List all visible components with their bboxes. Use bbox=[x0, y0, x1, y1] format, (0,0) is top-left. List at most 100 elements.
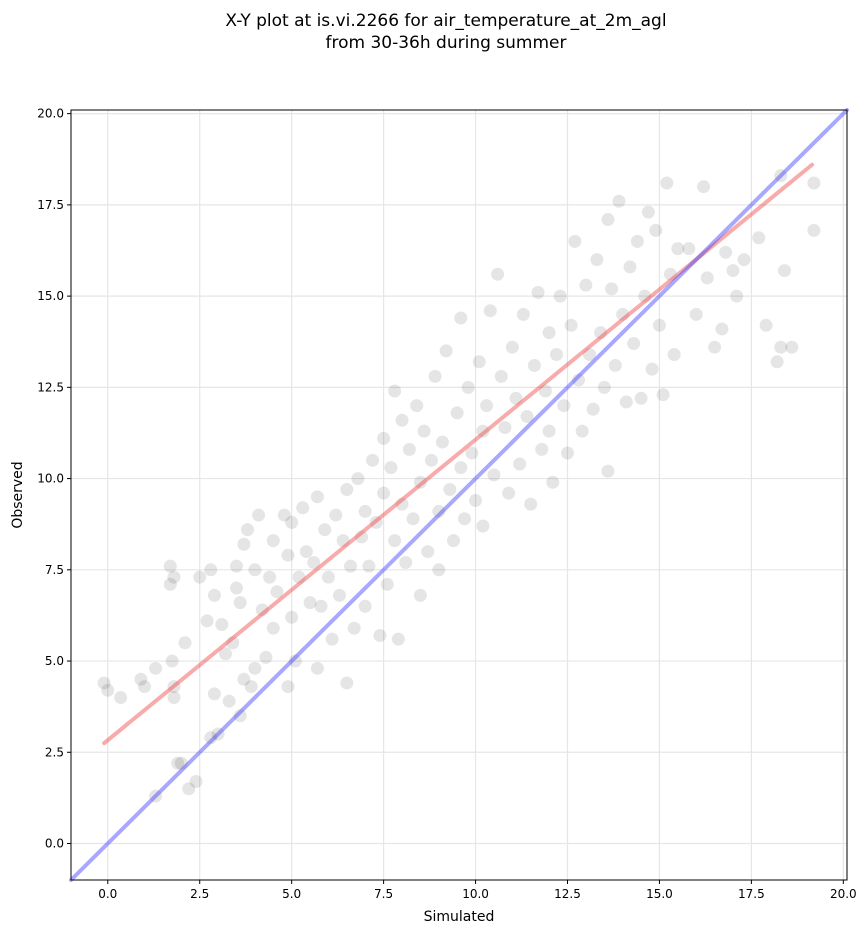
data-point bbox=[218, 647, 232, 661]
data-point bbox=[395, 497, 409, 511]
data-point bbox=[660, 176, 674, 190]
data-point bbox=[483, 304, 497, 318]
data-point bbox=[777, 264, 791, 278]
y-tick-label: 15.0 bbox=[37, 289, 64, 303]
data-point bbox=[285, 515, 299, 529]
x-tick-label: 20.0 bbox=[830, 887, 857, 901]
data-point bbox=[200, 614, 214, 628]
data-point bbox=[215, 618, 229, 632]
data-point bbox=[663, 267, 677, 281]
data-point bbox=[303, 596, 317, 610]
data-point bbox=[612, 194, 626, 208]
data-point bbox=[307, 556, 321, 570]
data-point bbox=[233, 596, 247, 610]
data-point bbox=[752, 231, 766, 245]
data-point bbox=[469, 493, 483, 507]
data-point bbox=[174, 756, 188, 770]
data-point bbox=[774, 169, 788, 183]
y-axis-ticks: 0.0 2.5 5.0 7.5 10.0 12.5 15.0 17.5 20.0 bbox=[37, 107, 71, 851]
data-point bbox=[171, 756, 185, 770]
data-point bbox=[645, 362, 659, 376]
data-point bbox=[380, 577, 394, 591]
data-point bbox=[263, 570, 277, 584]
data-point bbox=[432, 504, 446, 518]
fit-lines bbox=[69, 108, 849, 882]
data-point bbox=[259, 650, 273, 664]
data-point bbox=[277, 508, 291, 522]
data-point bbox=[524, 497, 538, 511]
data-point bbox=[310, 661, 324, 675]
data-point bbox=[807, 176, 821, 190]
data-point bbox=[281, 680, 295, 694]
data-point bbox=[619, 395, 633, 409]
x-axis-label: Simulated bbox=[424, 909, 495, 925]
data-point bbox=[652, 318, 666, 332]
data-point bbox=[590, 253, 604, 267]
data-point bbox=[266, 621, 280, 635]
data-point bbox=[410, 399, 424, 413]
data-point bbox=[299, 545, 313, 559]
data-point bbox=[281, 548, 295, 562]
data-point bbox=[667, 348, 681, 362]
y-tick-label: 5.0 bbox=[45, 654, 64, 668]
data-point bbox=[165, 654, 179, 668]
regression-line bbox=[102, 162, 815, 746]
data-point bbox=[314, 599, 328, 613]
data-point bbox=[435, 435, 449, 449]
data-point bbox=[377, 431, 391, 445]
data-point bbox=[101, 683, 115, 697]
data-point bbox=[229, 559, 243, 573]
data-point bbox=[538, 384, 552, 398]
data-point bbox=[638, 289, 652, 303]
data-point bbox=[634, 391, 648, 405]
y-tick-label: 17.5 bbox=[37, 198, 64, 212]
data-point bbox=[413, 588, 427, 602]
data-point bbox=[719, 245, 733, 259]
data-point bbox=[244, 680, 258, 694]
data-point bbox=[344, 559, 358, 573]
data-point bbox=[689, 307, 703, 321]
data-point bbox=[807, 223, 821, 237]
data-point bbox=[384, 461, 398, 475]
data-point bbox=[369, 515, 383, 529]
data-point bbox=[296, 501, 310, 515]
data-point bbox=[454, 461, 468, 475]
data-point bbox=[531, 285, 545, 299]
data-point bbox=[630, 234, 644, 248]
data-point bbox=[726, 264, 740, 278]
data-point bbox=[149, 661, 163, 675]
data-point bbox=[513, 457, 527, 471]
data-point bbox=[366, 453, 380, 467]
data-point bbox=[450, 406, 464, 420]
data-point bbox=[443, 483, 457, 497]
data-point bbox=[167, 691, 181, 705]
data-point bbox=[472, 355, 486, 369]
data-point bbox=[476, 519, 490, 533]
data-point bbox=[358, 504, 372, 518]
data-point bbox=[594, 326, 608, 340]
data-point bbox=[248, 563, 262, 577]
data-point bbox=[494, 369, 508, 383]
data-point bbox=[406, 512, 420, 526]
data-point bbox=[270, 585, 284, 599]
data-point bbox=[114, 691, 128, 705]
data-point bbox=[432, 563, 446, 577]
data-point bbox=[608, 358, 622, 372]
x-tick-label: 10.0 bbox=[462, 887, 489, 901]
data-point bbox=[329, 508, 343, 522]
data-point bbox=[417, 424, 431, 438]
data-point bbox=[163, 559, 177, 573]
y-axis-label: Observed bbox=[10, 461, 26, 528]
data-point bbox=[627, 337, 641, 351]
data-point bbox=[774, 340, 788, 354]
data-point bbox=[708, 340, 722, 354]
data-point bbox=[491, 267, 505, 281]
data-point bbox=[785, 340, 799, 354]
data-point bbox=[402, 442, 416, 456]
data-point bbox=[476, 424, 490, 438]
y-tick-label: 20.0 bbox=[37, 107, 64, 121]
data-point bbox=[671, 242, 685, 256]
data-point bbox=[601, 212, 615, 226]
grid-lines bbox=[71, 110, 847, 880]
data-point bbox=[362, 559, 376, 573]
